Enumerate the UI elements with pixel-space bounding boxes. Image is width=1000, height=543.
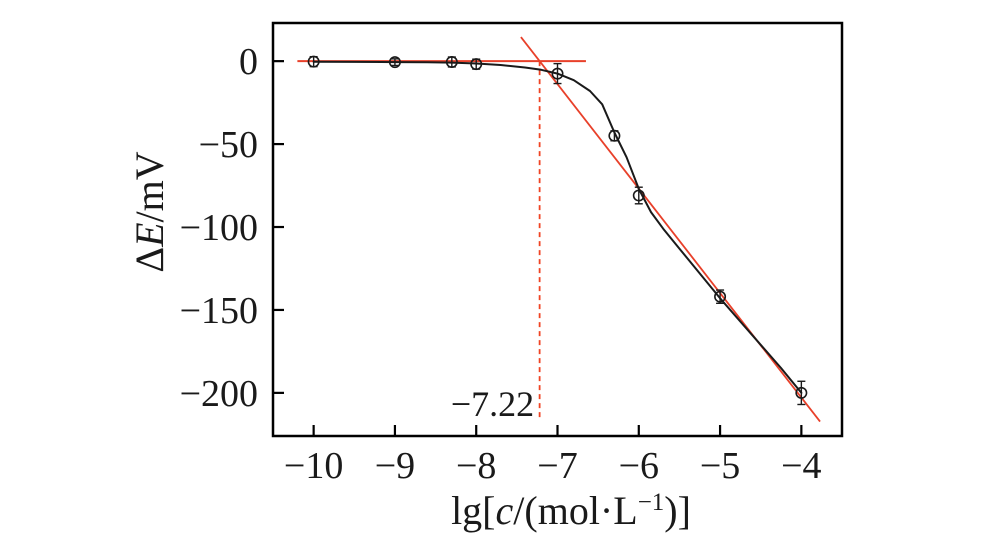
x-tick-label: −6: [619, 445, 659, 487]
y-tick-label: −100: [180, 207, 258, 249]
y-tick-label: −150: [180, 290, 258, 332]
x-tick-label: −8: [456, 445, 496, 487]
y-tick-label: 0: [239, 41, 258, 83]
x-tick-label: −7: [537, 445, 577, 487]
tangent-red-line: [520, 36, 821, 423]
data-point: [795, 386, 808, 399]
y-tick-label: −50: [199, 124, 258, 166]
x-tick-label: −5: [700, 445, 740, 487]
x-axis-title: lg[c/(mol·L−1)]: [451, 488, 691, 533]
data-point: [551, 67, 564, 80]
data-point: [445, 55, 458, 68]
x-tick-label: −10: [284, 445, 343, 487]
x-tick-label: −9: [375, 445, 415, 487]
data-point: [632, 189, 645, 202]
detection-limit-label: −7.22: [451, 384, 534, 424]
data-point: [388, 56, 401, 69]
data-point: [470, 58, 483, 71]
data-point: [608, 129, 621, 142]
y-axis-title: ΔE/mV: [127, 151, 172, 272]
fit-curve: [312, 60, 803, 394]
x-tick-label: −4: [781, 445, 821, 487]
data-point: [714, 290, 727, 303]
y-tick-label: −200: [180, 373, 258, 415]
data-point: [307, 55, 320, 68]
